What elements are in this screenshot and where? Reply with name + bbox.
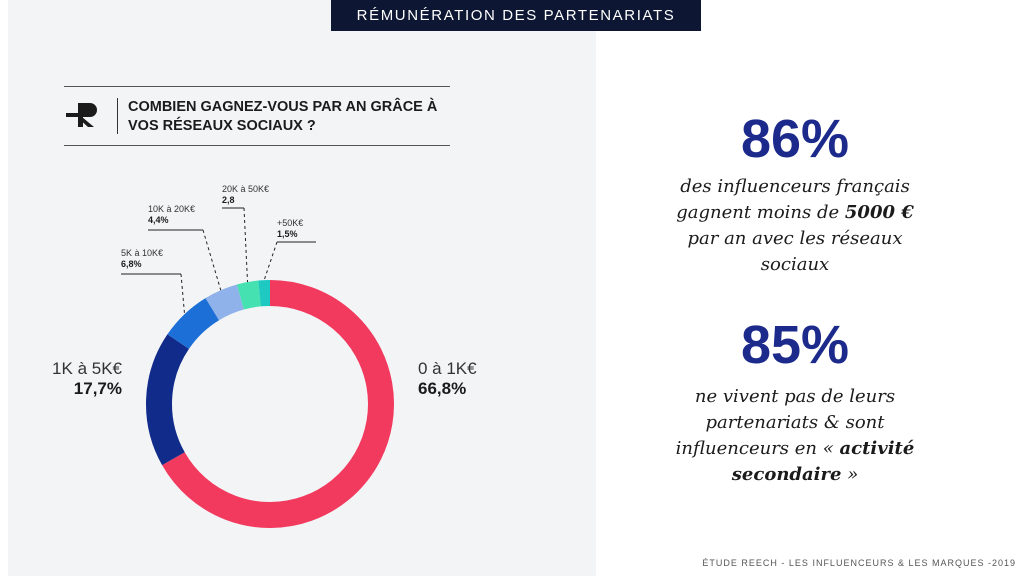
logo-separator	[117, 98, 118, 134]
callout-value-label: 4,4%	[148, 215, 169, 225]
callout-category-label: 20K à 50K€	[222, 184, 269, 194]
stat-emphasis: 5000 €	[844, 202, 914, 223]
callout-leader-line	[263, 241, 278, 281]
donut-chart: 0 à 1K€66,8% 1K à 5K€17,7% 5K à 10K€6,8% 10…	[52, 184, 477, 528]
stat-2-line: ne vivent pas de leurs	[620, 384, 970, 410]
stat-2-line: influenceurs en « activité	[620, 436, 970, 462]
callout-category-label: +50K€	[277, 218, 303, 228]
callout-category-label: 10K à 20K€	[148, 204, 195, 214]
stat-text-segment: ne vivent pas de leurs	[694, 386, 896, 407]
stat-1-description: des influenceurs français gagnent moins d…	[620, 174, 970, 278]
reech-r-logo	[66, 103, 97, 127]
stat-text-segment: partenariats & sont	[705, 412, 885, 433]
donut-slice	[167, 298, 220, 350]
slice-value-label: 66,8%	[418, 379, 466, 398]
section-title: RÉMUNÉRATION DES PARTENARIATS	[356, 7, 676, 24]
donut-slice	[162, 280, 394, 528]
donut-slice	[146, 334, 190, 466]
callout-value-label: 2,8	[222, 195, 235, 205]
chart-question: COMBIEN GAGNEZ-VOUS PAR AN GRÂCE À VOS R…	[128, 99, 438, 134]
question-top-rule	[64, 86, 450, 87]
slice-value-label: 17,7%	[74, 379, 122, 398]
callout-value-label: 6,8%	[121, 259, 142, 269]
stat-1-line: sociaux	[620, 252, 970, 278]
donut-slice	[205, 284, 245, 321]
stat-2-number: 85%	[740, 315, 850, 375]
stat-2-line: secondaire »	[620, 462, 970, 488]
stat-1-line: gagnent moins de 5000 €	[620, 200, 970, 226]
stat-text-segment: des influenceurs français	[680, 176, 910, 197]
callout-category-label: 5K à 10K€	[121, 248, 163, 258]
stat-emphasis: secondaire	[731, 464, 842, 485]
callout-leader-line	[243, 207, 249, 283]
stat-1-line: des influenceurs français	[620, 174, 970, 200]
stat-text-segment: »	[841, 464, 859, 485]
stat-2-description: ne vivent pas de leurs partenariats & son…	[620, 384, 970, 488]
donut-slice	[236, 280, 262, 310]
stat-text-segment: gagnent moins de	[676, 202, 845, 223]
stat-1-number: 86%	[740, 109, 850, 169]
question-bottom-rule	[64, 145, 450, 146]
stat-text-segment: influenceurs en «	[675, 438, 840, 459]
callout-value-label: 1,5%	[277, 229, 298, 239]
stat-text-segment: sociaux	[760, 254, 830, 275]
stat-1-line: par an avec les réseaux	[620, 226, 970, 252]
footer-source: ÉTUDE REECH - LES INFLUENCEURS & LES MAR…	[702, 558, 1016, 568]
callout-leader-line	[180, 273, 186, 315]
section-header: RÉMUNÉRATION DES PARTENARIATS	[331, 0, 701, 31]
slice-category-label: 1K à 5K€	[52, 359, 122, 378]
stat-text-segment: par an avec les réseaux	[687, 228, 903, 249]
callout-leader-line	[202, 229, 222, 291]
slice-category-label: 0 à 1K€	[418, 359, 477, 378]
stat-emphasis: activité	[839, 438, 915, 459]
stat-2-line: partenariats & sont	[620, 410, 970, 436]
